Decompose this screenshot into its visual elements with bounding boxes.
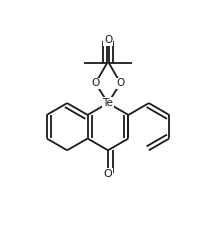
Text: O: O [91, 78, 100, 88]
Text: O: O [103, 36, 111, 46]
Text: O: O [105, 36, 113, 46]
Text: Te: Te [103, 98, 113, 108]
Text: O: O [104, 169, 112, 179]
Text: O: O [116, 78, 125, 88]
